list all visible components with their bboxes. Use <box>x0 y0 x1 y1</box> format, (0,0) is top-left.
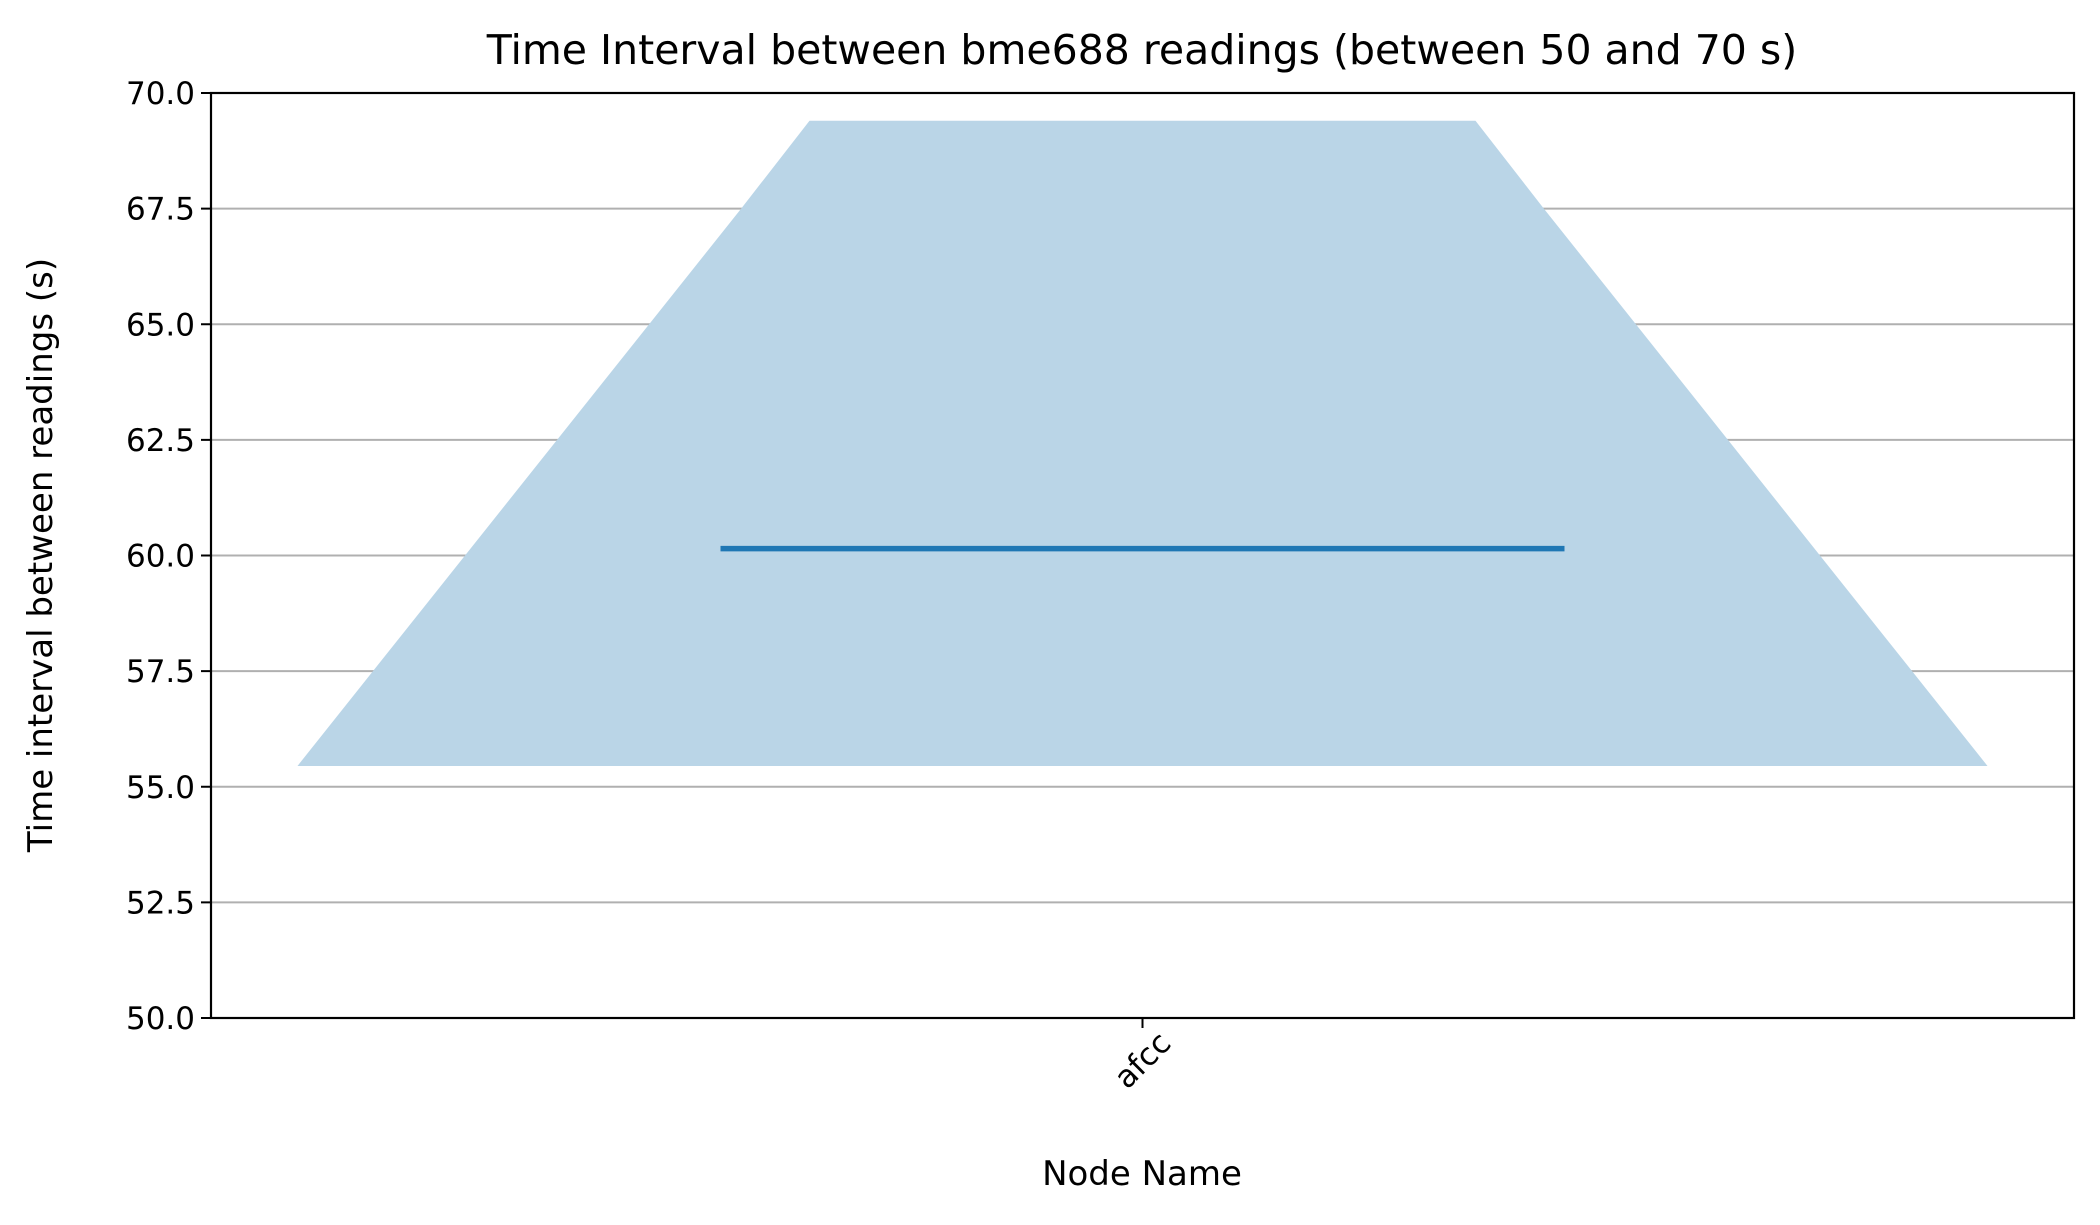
y-axis-ticks: 50.0 52.5 55.0 57.5 60.0 62.5 65.0 67.5 70.0 <box>126 76 211 1037</box>
y-tick-label: 67.5 <box>126 192 195 228</box>
plot-marks <box>297 120 1988 766</box>
y-tick-label: 70.0 <box>126 76 195 112</box>
y-tick-label: 55.0 <box>126 770 195 806</box>
y-axis-label: Time interval between readings (s) <box>21 258 61 853</box>
y-tick-label: 60.0 <box>126 539 195 575</box>
y-tick-label: 52.5 <box>126 885 195 921</box>
x-axis-label: Node Name <box>1042 1154 1242 1194</box>
y-tick-label: 50.0 <box>126 1001 195 1037</box>
chart-title: Time Interval between bme688 readings (b… <box>486 26 1798 74</box>
y-tick-label: 65.0 <box>126 307 195 343</box>
violin-body-afcc <box>297 120 1988 766</box>
y-tick-label: 62.5 <box>126 423 195 459</box>
y-tick-label: 57.5 <box>126 654 195 690</box>
